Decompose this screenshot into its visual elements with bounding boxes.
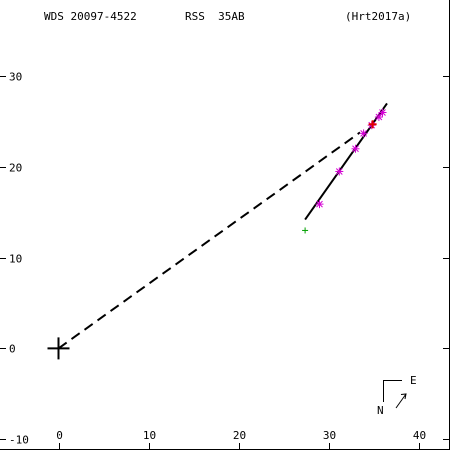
y-tick-label: 30 (9, 71, 22, 84)
wds-identifier: WDS 20097-4522 (44, 10, 137, 23)
dashed-reference-line (57, 131, 361, 350)
x-tick-label: 0 (56, 429, 63, 442)
x-tick-label: 40 (413, 429, 426, 442)
compass-east-label: E (410, 374, 417, 387)
x-axis-ticks: 0 10 20 30 40 (56, 429, 426, 450)
x-tick-label: 20 (233, 429, 246, 442)
y-tick-label: 0 (9, 343, 16, 356)
x-tick-label: 30 (323, 429, 336, 442)
y-axis-ticks: -10 0 10 20 30 (0, 71, 450, 447)
y-tick-label: 10 (9, 253, 22, 266)
compass-rose: E N (377, 374, 417, 417)
reference-code: (Hrt2017a) (345, 10, 412, 23)
compass-direction-arrow (395, 393, 407, 409)
y-tick-label: 20 (9, 162, 22, 175)
chart-marks (47, 102, 388, 360)
compass-arrowhead (400, 393, 407, 400)
y-tick-label: -10 (9, 434, 29, 447)
discoverer-designation: RSS 35AB (185, 10, 245, 23)
compass-north-label: N (377, 404, 384, 417)
x-tick-label: 10 (143, 429, 156, 442)
